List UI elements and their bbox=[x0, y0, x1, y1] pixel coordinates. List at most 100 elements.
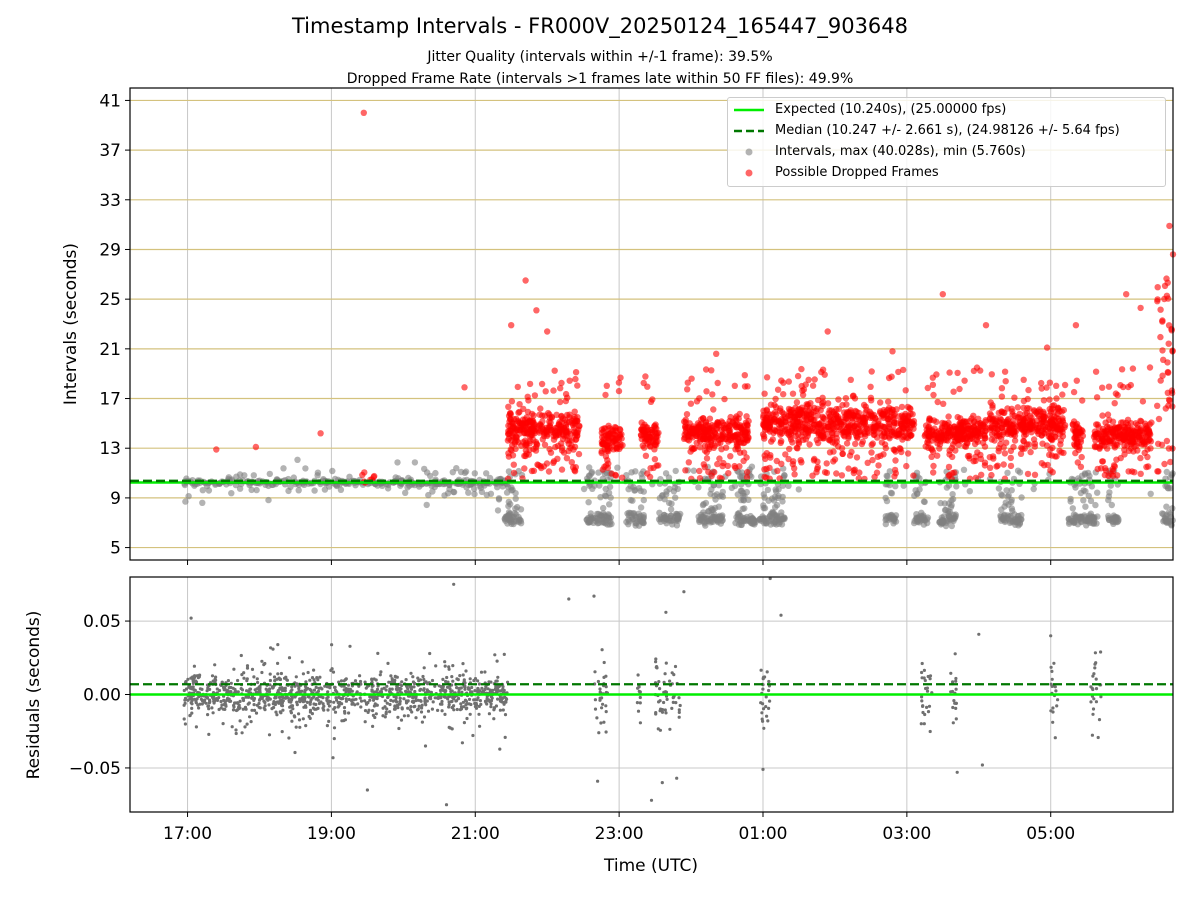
residual-point bbox=[593, 707, 598, 711]
dropped-frame-point bbox=[599, 466, 606, 473]
residual-point bbox=[207, 732, 211, 737]
residual-point bbox=[231, 708, 236, 712]
dropped-frame-point bbox=[1105, 472, 1112, 479]
residual-point bbox=[657, 680, 661, 684]
residual-point bbox=[294, 725, 298, 729]
residual-point bbox=[406, 714, 410, 718]
residual-point bbox=[468, 712, 472, 716]
residual-point bbox=[230, 725, 234, 729]
residual-point bbox=[654, 665, 658, 669]
dropped-frame-point bbox=[744, 436, 751, 443]
dropped-frame-point bbox=[851, 466, 858, 473]
residual-point bbox=[223, 700, 227, 705]
dropped-frame-point bbox=[571, 467, 578, 474]
residual-point bbox=[353, 679, 358, 683]
dropped-frame-point bbox=[772, 411, 780, 418]
residual-point bbox=[389, 698, 393, 703]
residual-point bbox=[238, 719, 242, 723]
interval-point bbox=[719, 493, 727, 500]
interval-point bbox=[672, 494, 679, 501]
dropped-frame-point bbox=[740, 449, 748, 456]
dropped-frame-point bbox=[552, 443, 559, 451]
residual-point bbox=[452, 697, 456, 701]
residual-point bbox=[240, 731, 244, 735]
dropped-frame-point bbox=[576, 423, 583, 430]
residual-point bbox=[764, 705, 768, 709]
dropped-frame-point bbox=[1113, 456, 1120, 463]
residual-point bbox=[347, 697, 351, 702]
residual-point bbox=[333, 710, 338, 714]
residual-point bbox=[211, 711, 215, 715]
dropped-frame-point bbox=[1076, 444, 1083, 451]
dropped-frame-point bbox=[1106, 416, 1113, 424]
residual-point bbox=[658, 699, 662, 703]
dropped-frame-point bbox=[650, 464, 657, 472]
dropped-frame-point bbox=[1146, 364, 1154, 371]
residual-point bbox=[654, 660, 658, 664]
residual-point bbox=[1049, 709, 1053, 713]
interval-point bbox=[495, 496, 503, 503]
dropped-frame-point bbox=[734, 445, 742, 453]
residual-point bbox=[593, 698, 598, 702]
residual-point bbox=[357, 684, 361, 688]
interval-point bbox=[346, 473, 353, 480]
residual-point bbox=[257, 701, 261, 706]
dropped-frame-point bbox=[846, 452, 854, 459]
residual-point bbox=[1055, 704, 1059, 708]
residual-point bbox=[440, 709, 444, 713]
dropped-frame-point bbox=[995, 448, 1002, 455]
dropped-frame-point bbox=[819, 394, 826, 401]
residual-point bbox=[473, 689, 477, 693]
dropped-frame-point bbox=[556, 398, 564, 406]
dropped-frame-point bbox=[1024, 470, 1032, 478]
residual-point bbox=[498, 747, 502, 751]
residual-point bbox=[304, 724, 308, 728]
dropped-frame-point bbox=[1099, 458, 1107, 465]
residual-point bbox=[394, 687, 398, 691]
residual-point bbox=[406, 706, 410, 710]
dropped-frame-point bbox=[933, 418, 940, 425]
dropped-frame-point bbox=[975, 415, 982, 422]
dropped-frame-point bbox=[609, 427, 616, 434]
residual-point bbox=[413, 704, 417, 709]
dropped-frame-point bbox=[1053, 382, 1060, 389]
interval-point bbox=[1072, 512, 1080, 519]
residual-point bbox=[350, 698, 354, 702]
residual-point bbox=[672, 673, 676, 677]
dropped-frame-point bbox=[1043, 344, 1051, 351]
dropped-frame-point bbox=[1002, 420, 1010, 428]
residual-point bbox=[268, 678, 272, 683]
residual-point bbox=[182, 717, 186, 721]
residual-point bbox=[363, 720, 367, 724]
residual-point bbox=[596, 679, 601, 684]
dropped-frame-point bbox=[744, 469, 751, 476]
residual-point bbox=[395, 703, 400, 707]
residual-point bbox=[290, 719, 294, 723]
dropped-frame-point bbox=[785, 431, 793, 438]
residual-point bbox=[455, 677, 459, 681]
residual-point bbox=[677, 715, 681, 719]
dropped-frame-point bbox=[760, 407, 767, 414]
residual-point bbox=[1053, 685, 1057, 689]
residual-point bbox=[413, 689, 417, 694]
interval-point bbox=[937, 499, 944, 507]
dropped-frame-point bbox=[1118, 366, 1126, 373]
dropped-frame-point bbox=[743, 413, 750, 420]
dropped-frame-point bbox=[552, 431, 560, 439]
residual-point bbox=[330, 667, 334, 671]
residual-point bbox=[358, 696, 362, 700]
residual-point bbox=[636, 673, 640, 677]
dropped-frame-point bbox=[1008, 405, 1015, 412]
interval-point bbox=[1008, 498, 1015, 506]
dropped-frame-point bbox=[898, 448, 905, 456]
residual-point bbox=[504, 700, 508, 704]
dropped-frame-point bbox=[858, 440, 866, 448]
residual-point bbox=[254, 690, 258, 695]
dropped-frame-point bbox=[769, 436, 776, 443]
interval-point bbox=[674, 485, 681, 493]
residual-point bbox=[922, 668, 927, 673]
dropped-frame-point bbox=[562, 397, 569, 405]
residual-point bbox=[276, 672, 280, 676]
dropped-frame-point bbox=[547, 449, 555, 456]
interval-point bbox=[625, 516, 632, 523]
